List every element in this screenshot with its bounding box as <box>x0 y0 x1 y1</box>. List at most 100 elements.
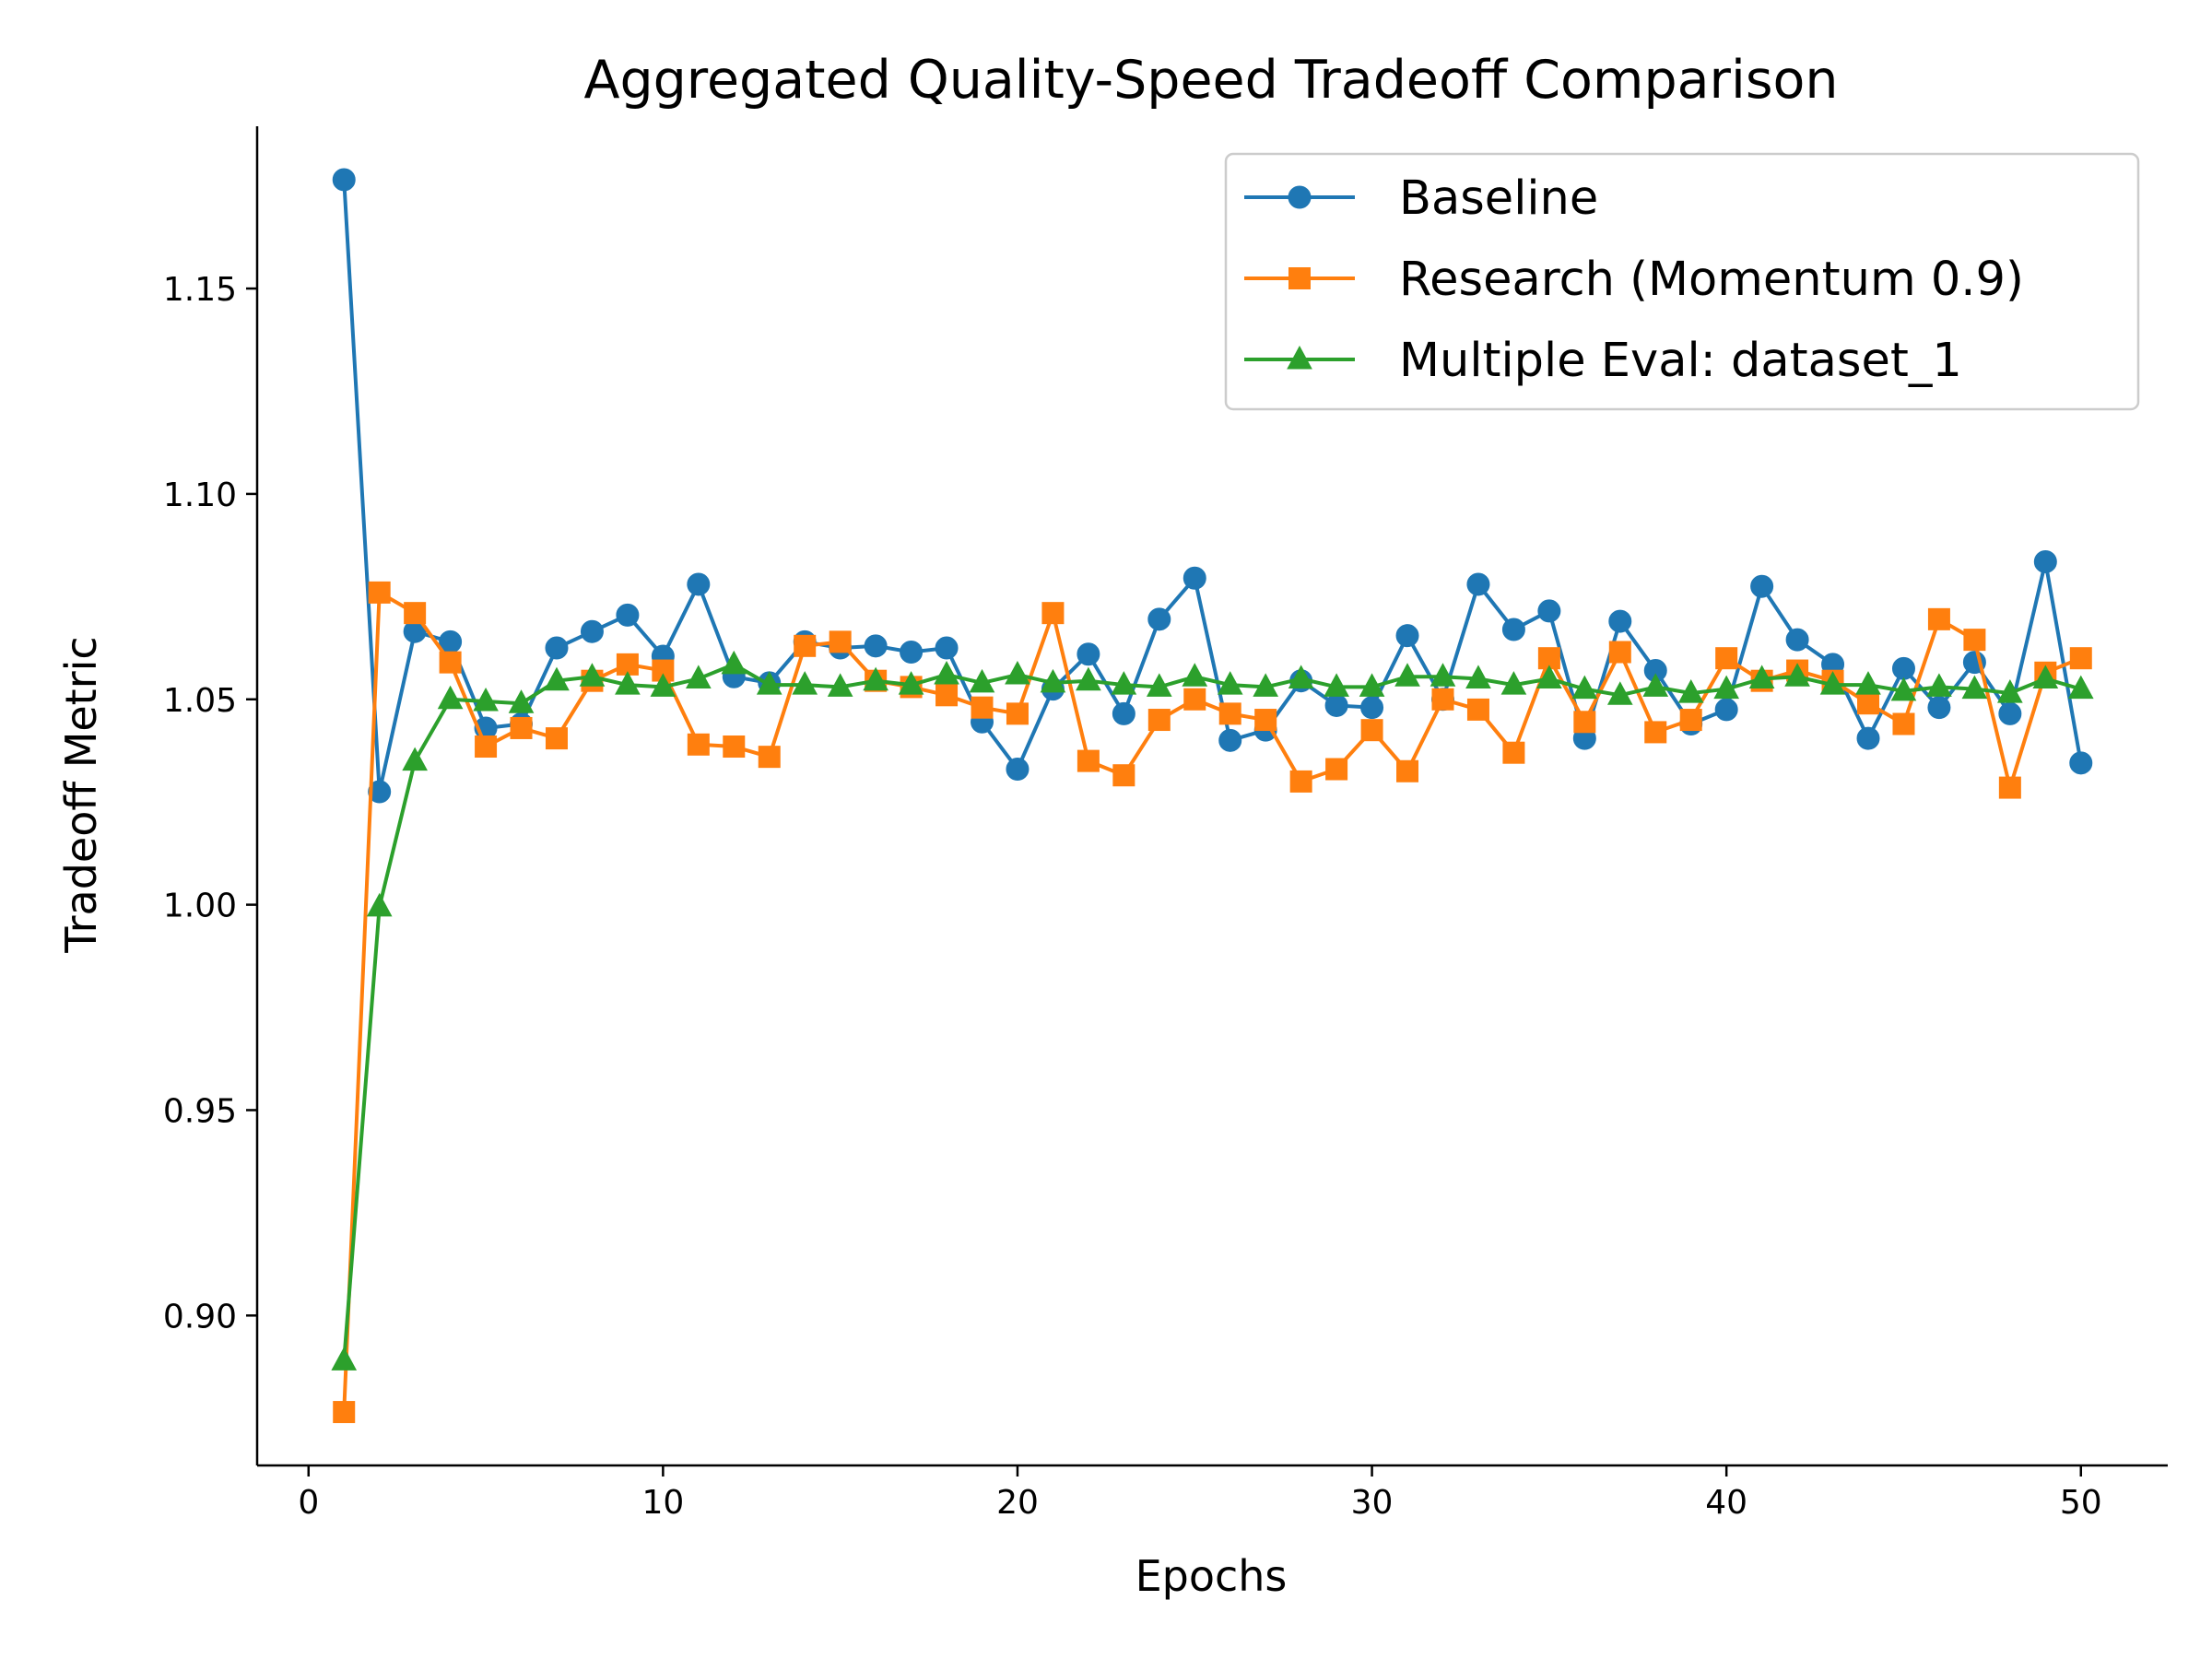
data-point <box>969 668 995 693</box>
x-tick-label: 50 <box>2060 1484 2102 1522</box>
legend-frame <box>1224 152 2140 411</box>
data-point <box>1715 647 1738 670</box>
data-point <box>1502 741 1525 764</box>
data-point <box>1360 719 1383 742</box>
data-point <box>439 651 462 674</box>
data-point <box>1146 673 1172 697</box>
data-point <box>1006 702 1029 725</box>
data-point <box>756 671 782 695</box>
data-point <box>1748 665 1775 688</box>
data-point <box>1892 712 1915 735</box>
data-point <box>1077 749 1100 772</box>
data-point <box>935 636 959 660</box>
legend-label: Multiple Eval: dataset_1 <box>1399 334 1962 388</box>
legend: Baseline Research (Momentum 0.9) Multiple … <box>1224 152 2140 411</box>
data-point <box>1608 641 1631 664</box>
x-tick-label: 40 <box>1705 1484 1747 1522</box>
x-axis-ticks: 0 10 20 30 40 50 <box>298 1465 2102 1522</box>
data-point <box>1571 675 1598 700</box>
data-point <box>1359 673 1385 697</box>
data-point <box>1963 629 1986 652</box>
data-point <box>1325 758 1348 781</box>
data-point <box>1750 574 1774 598</box>
series-3 <box>331 650 2094 1371</box>
series-layer <box>331 168 2094 1424</box>
data-point <box>1855 671 1881 695</box>
data-point <box>1927 607 1950 630</box>
data-point <box>1466 572 1490 596</box>
data-point <box>1500 671 1527 695</box>
data-point <box>402 747 428 771</box>
y-tick-label: 0.95 <box>163 1092 237 1130</box>
data-point <box>898 671 924 695</box>
data-point <box>1395 624 1419 648</box>
data-point <box>758 746 781 769</box>
y-tick-label: 1.10 <box>163 477 237 514</box>
data-point <box>1713 675 1740 700</box>
y-axis-label: Tradeoff Metric <box>56 636 106 953</box>
data-point <box>1253 673 1279 697</box>
data-point <box>473 687 499 712</box>
y-tick-label: 1.00 <box>163 888 237 925</box>
data-point <box>545 636 569 660</box>
data-point <box>1784 663 1810 687</box>
data-point <box>333 1401 356 1424</box>
data-point <box>1890 677 1917 701</box>
x-axis-label: Epochs <box>1135 1551 1288 1601</box>
data-point <box>1040 668 1066 693</box>
data-point <box>1005 660 1030 685</box>
y-tick-label: 0.90 <box>163 1298 237 1335</box>
data-point <box>2067 675 2094 700</box>
data-point <box>900 641 924 665</box>
data-point <box>1536 665 1562 688</box>
data-point <box>1501 618 1525 641</box>
data-point <box>650 673 677 697</box>
data-point <box>792 671 818 695</box>
data-point <box>332 168 356 192</box>
data-point <box>580 619 604 643</box>
data-point <box>1927 696 1951 720</box>
data-point <box>475 735 498 759</box>
legend-marker <box>1288 185 1312 209</box>
data-point <box>2069 647 2092 670</box>
data-point <box>2069 751 2093 775</box>
data-point <box>331 1347 358 1371</box>
data-point <box>1926 673 1952 697</box>
data-point <box>368 581 391 604</box>
data-point <box>1573 711 1596 734</box>
data-point <box>366 892 393 917</box>
data-point <box>1677 679 1704 703</box>
data-point <box>1608 609 1632 633</box>
x-tick-label: 30 <box>1351 1484 1394 1522</box>
data-point <box>1147 607 1171 631</box>
data-point <box>971 696 994 719</box>
data-point <box>1714 698 1738 722</box>
data-point <box>508 689 535 713</box>
data-point <box>1111 671 1137 695</box>
data-point <box>934 660 959 685</box>
data-point <box>721 650 747 675</box>
data-point <box>723 735 746 759</box>
data-point <box>1183 688 1206 711</box>
data-point <box>2033 549 2057 573</box>
data-point <box>685 665 712 688</box>
data-point <box>2032 665 2059 688</box>
data-point <box>1360 696 1384 720</box>
data-point <box>368 780 392 804</box>
chart-title: Aggregated Quality-Speed Tradeoff Compar… <box>583 50 1838 111</box>
data-point <box>864 634 888 658</box>
data-point <box>1396 759 1419 782</box>
legend-marker <box>1287 345 1312 370</box>
data-point <box>794 634 817 657</box>
data-point <box>1857 692 1880 715</box>
data-point <box>1785 628 1809 652</box>
y-axis-ticks: 0.90 0.95 1.00 1.05 1.10 1.15 <box>163 271 257 1335</box>
data-point <box>1182 663 1208 687</box>
data-point <box>935 684 959 707</box>
data-point <box>1997 679 2023 703</box>
x-tick-label: 10 <box>641 1484 684 1522</box>
data-point <box>1430 663 1456 687</box>
legend-label: Baseline <box>1399 171 1598 226</box>
data-point <box>1288 665 1314 688</box>
data-point <box>829 630 852 653</box>
